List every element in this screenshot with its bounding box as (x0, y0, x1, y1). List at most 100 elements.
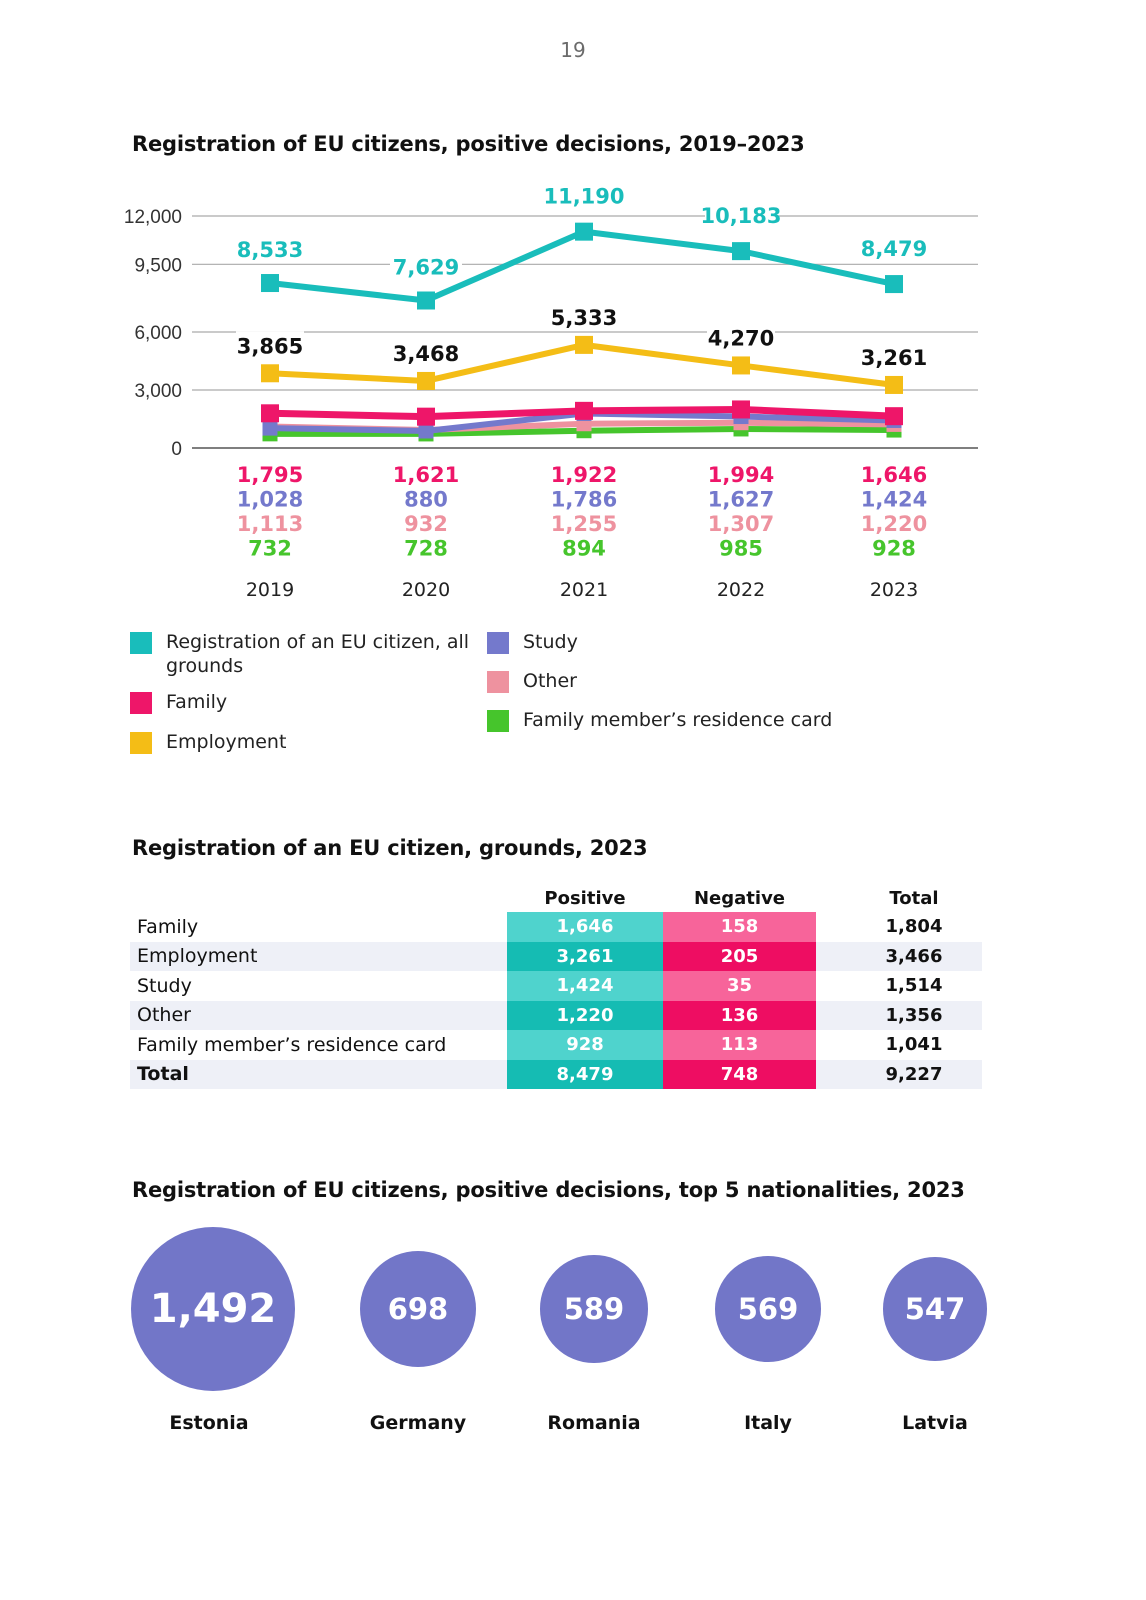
legend-label: Other (523, 670, 577, 692)
row-label: Study (137, 974, 192, 997)
label-background (705, 201, 777, 230)
data-point-family (261, 404, 279, 423)
label-background (236, 331, 304, 360)
legend-swatch (487, 632, 509, 654)
data-point-study (418, 423, 434, 439)
data-point-family (885, 407, 903, 426)
bubble-value: 589 (563, 1291, 625, 1326)
data-label-all-grounds: 8,533 (237, 238, 303, 262)
data-label-other: 1,255 (551, 512, 617, 536)
data-label-other: 1,113 (237, 512, 303, 536)
data-label-all-grounds: 10,183 (700, 204, 781, 228)
positive-cell: 8,479 (507, 1059, 663, 1089)
country-label: Romania (547, 1412, 641, 1434)
country-label: Latvia (902, 1412, 968, 1434)
data-point-study (262, 420, 278, 436)
total-cell: 3,466 (816, 941, 982, 971)
y-tick-label: 6,000 (134, 323, 182, 344)
data-point-all-grounds (417, 291, 435, 310)
data-point-family (732, 400, 750, 419)
table-title: Registration of an EU citizen, grounds, … (132, 836, 648, 860)
total-cell: 1,041 (885, 1034, 943, 1056)
label-background (550, 302, 618, 331)
bubble-value: 547 (904, 1291, 966, 1326)
page-number: 19 (560, 38, 586, 62)
data-label-family-card: 728 (404, 537, 448, 561)
grounds-table: Positive Negative Total Family 1,646 158 1,… (130, 884, 982, 1089)
bubble-value: 1,492 (149, 1286, 277, 1332)
row-label: Employment (130, 941, 507, 971)
label-background (548, 181, 620, 210)
y-tick-label: 0 (171, 439, 182, 460)
data-label-family: 1,621 (393, 463, 459, 487)
negative-cell: 136 (663, 1000, 816, 1030)
x-tick-label: 2020 (402, 579, 450, 601)
data-label-all-grounds: 8,479 (861, 237, 927, 261)
line-chart-title: Registration of EU citizens, positive de… (132, 132, 805, 156)
data-point-employment (261, 364, 279, 383)
country-label: Italy (744, 1412, 792, 1434)
legend-swatch (487, 710, 509, 732)
label-background (860, 342, 928, 371)
data-label-family: 1,922 (551, 463, 617, 487)
data-label-study: 880 (404, 488, 448, 512)
label-background (707, 323, 775, 352)
line-chart: 0 3,000 6,000 9,500 12,000 8,533 7,629 11,190 10… (124, 181, 978, 601)
row-label: Family (137, 915, 199, 938)
negative-cell: 35 (663, 971, 816, 1001)
table-row: Employment 3,261 205 3,466 (130, 941, 982, 971)
data-label-family-card: 894 (562, 537, 606, 561)
negative-cell: 158 (663, 912, 816, 942)
data-label-family-card: 732 (248, 537, 292, 561)
positive-cell: 928 (507, 1030, 663, 1060)
bubble-value: 569 (737, 1291, 799, 1326)
positive-cell: 3,261 (507, 941, 663, 971)
x-tick-label: 2021 (560, 579, 608, 601)
total-cell: 1,804 (885, 916, 943, 938)
legend-item-family: Family (130, 690, 496, 714)
data-label-employment: 3,865 (237, 334, 303, 358)
legend-item-employment: Employment (130, 730, 496, 754)
legend-swatch (130, 692, 152, 714)
label-background (234, 235, 306, 264)
table-header-total: Total (889, 887, 939, 909)
positive-cell: 1,646 (507, 912, 663, 942)
legend-swatch (130, 732, 152, 754)
total-cell: 1,356 (816, 1000, 982, 1030)
legend-label: Family member’s residence card (523, 709, 833, 731)
table-row: Other 1,220 136 1,356 (130, 1000, 982, 1030)
bubble-chart-title: Registration of EU citizens, positive de… (132, 1178, 965, 1202)
data-label-family: 1,994 (708, 463, 774, 487)
data-label-employment: 4,270 (708, 326, 774, 350)
bubble-latvia: 547 (883, 1257, 987, 1361)
bubble-estonia: 1,492 (131, 1227, 295, 1391)
legend-item-all-grounds: Registration of an EU citizen, all groun… (130, 630, 496, 678)
table-row: Family 1,646 158 1,804 (130, 912, 982, 942)
data-label-employment: 3,468 (393, 342, 459, 366)
positive-cell: 1,424 (507, 971, 663, 1001)
legend-item-study: Study (487, 630, 853, 654)
data-label-study: 1,786 (551, 488, 617, 512)
row-label: Total (130, 1059, 507, 1089)
x-tick-label: 2022 (717, 579, 765, 601)
positive-cell: 1,220 (507, 1000, 663, 1030)
legend-label: Employment (166, 731, 287, 753)
table-row: Family member’s residence card 928 113 1,04… (130, 1030, 982, 1060)
bubble-romania: 589 (540, 1255, 648, 1363)
data-point-all-grounds (885, 275, 903, 294)
row-label: Other (130, 1000, 507, 1030)
negative-cell: 113 (663, 1030, 816, 1060)
x-tick-label: 2019 (246, 579, 294, 601)
bubble-germany: 698 (359, 1250, 477, 1368)
data-point-all-grounds (732, 242, 750, 261)
data-label-family-card: 985 (719, 537, 763, 561)
data-point-employment (885, 375, 903, 394)
bubble-italy: 569 (715, 1256, 821, 1362)
row-label: Family member’s residence card (137, 1033, 447, 1056)
data-point-employment (417, 371, 435, 390)
data-label-family: 1,795 (237, 463, 303, 487)
data-label-employment: 5,333 (551, 306, 617, 330)
data-label-study: 1,028 (237, 488, 303, 512)
legend-label: Study (523, 631, 578, 653)
data-label-other: 932 (404, 512, 448, 536)
